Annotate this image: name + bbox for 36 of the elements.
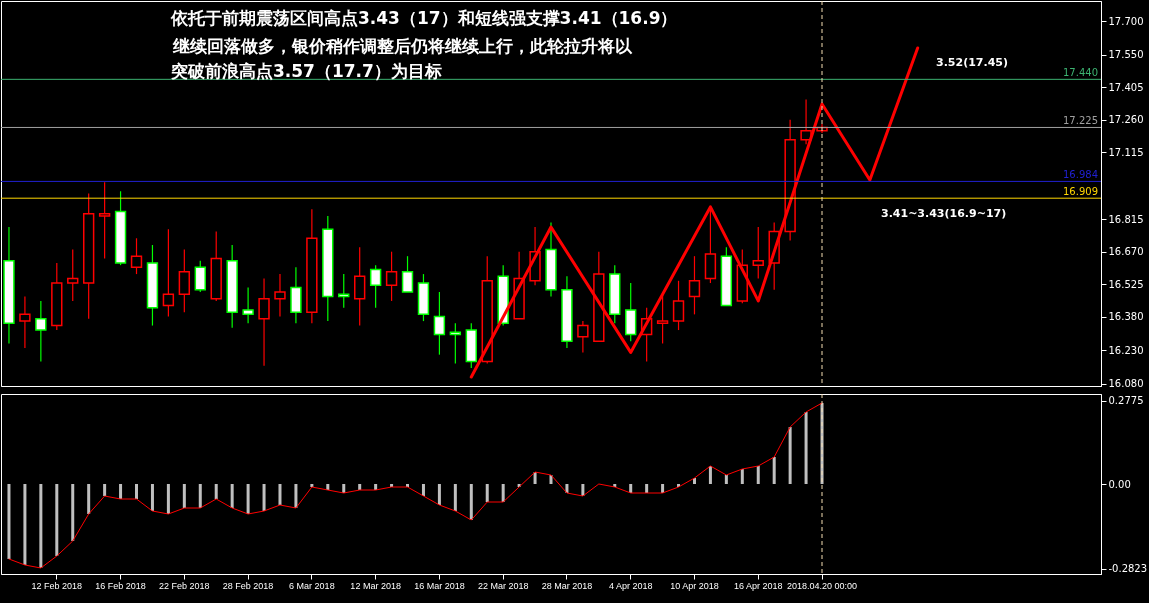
y-tick-label: 16.380: [1108, 311, 1144, 323]
y-tick-label: 17.115: [1108, 146, 1144, 158]
x-tick-label: 28 Mar 2018: [541, 580, 593, 591]
x-tick-label: 2018.04.20 00:00: [786, 580, 858, 591]
x-tick-label: 16 Mar 2018: [414, 580, 465, 591]
y-tick-label: 16.670: [1108, 246, 1144, 258]
x-tick-label: 12 Mar 2018: [350, 580, 401, 591]
annotation: 突破前浪高点3.57（17.7）为目标: [170, 61, 442, 81]
x-tick-label: 12 Feb 2018: [31, 580, 83, 591]
y-tick-label: 16.080: [1108, 378, 1144, 390]
x-tick-label: 22 Mar 2018: [477, 580, 529, 591]
y-tick-label: -0.2823: [1108, 563, 1148, 575]
x-tick-label: 16 Feb 2018: [95, 580, 146, 591]
y-tick-label: 0.2775: [1108, 395, 1144, 407]
ref-line-label: 17.440: [1063, 67, 1098, 79]
x-tick-label: 6 Mar 2018: [289, 580, 335, 591]
x-tick-label: 22 Feb 2018: [159, 580, 210, 591]
annotation: 3.52(17.45): [936, 56, 1008, 69]
x-tick-label: 28 Feb 2018: [222, 580, 274, 591]
y-tick-label: 16.815: [1108, 213, 1144, 225]
x-tick-label: 16 Apr 2018: [733, 580, 783, 591]
y-tick-label: 17.700: [1108, 15, 1144, 27]
ref-line-label: 16.984: [1063, 169, 1098, 181]
y-tick-label: 17.260: [1108, 114, 1144, 126]
x-tick-label: 10 Apr 2018: [670, 580, 719, 591]
annotation: 继续回落做多，银价稍作调整后仍将继续上行，此轮拉升将以: [172, 36, 633, 56]
ref-line-label: 17.225: [1063, 115, 1098, 127]
annotation: 3.41~3.43(16.9~17): [881, 207, 1007, 220]
y-tick-label: 16.230: [1108, 344, 1144, 356]
y-tick-label: 16.525: [1108, 278, 1144, 290]
x-tick-label: 4 Apr 2018: [608, 580, 653, 591]
ref-line-label: 16.909: [1063, 186, 1098, 198]
y-tick-label: 17.405: [1108, 81, 1144, 93]
y-tick-label: 17.550: [1108, 49, 1144, 61]
annotation: 依托于前期震荡区间高点3.43（17）和短线强支撑3.41（16.9）: [170, 8, 678, 28]
y-tick-label: 0.00: [1108, 478, 1131, 490]
